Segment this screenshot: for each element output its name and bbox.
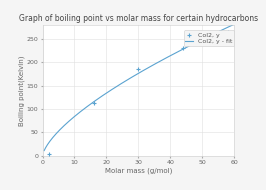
Col2, y - fit — [232, 23, 236, 25]
Col2, y — [47, 152, 51, 155]
Legend: Col2, y, Col2, y - fit: Col2, y, Col2, y - fit — [184, 30, 234, 46]
Col2, y — [226, 30, 230, 33]
Col2, y - fit — [162, 58, 165, 60]
Col2, y — [181, 46, 185, 49]
Y-axis label: Boiling point(Kelvin): Boiling point(Kelvin) — [18, 55, 24, 126]
Col2, y - fit — [180, 49, 183, 51]
Col2, y - fit — [105, 92, 108, 94]
Line: Col2, y - fit: Col2, y - fit — [44, 24, 234, 151]
Col2, y - fit — [65, 122, 69, 124]
Col2, y - fit — [118, 84, 121, 86]
Col2, y - fit — [43, 150, 46, 152]
X-axis label: Molar mass (g/mol): Molar mass (g/mol) — [105, 167, 172, 173]
Col2, y — [136, 68, 140, 71]
Col2, y — [92, 102, 96, 105]
Title: Graph of boiling point vs molar mass for certain hydrocarbons: Graph of boiling point vs molar mass for… — [19, 13, 258, 23]
Col2, y - fit — [181, 48, 184, 51]
